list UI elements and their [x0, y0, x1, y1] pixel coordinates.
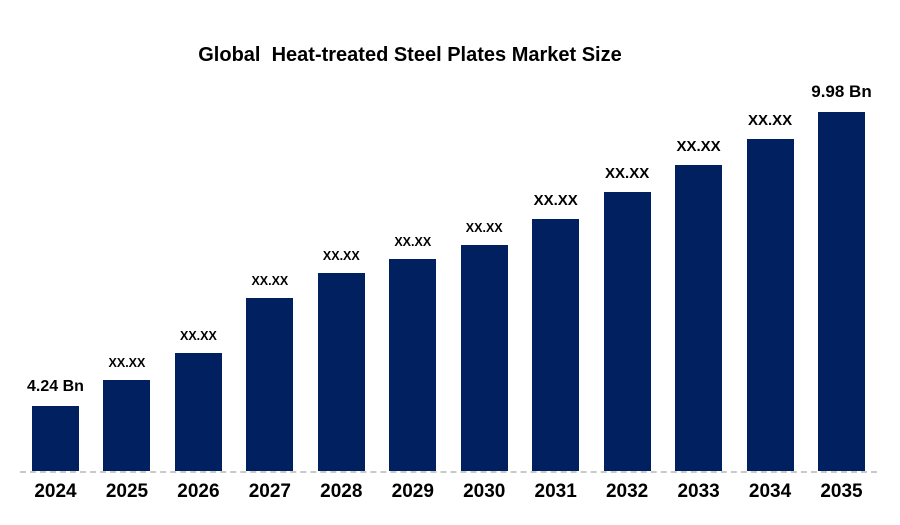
- bar-value-label: XX.XX: [394, 235, 432, 249]
- bar-2030: [460, 245, 508, 471]
- bar-value-label: XX.XX: [533, 192, 578, 209]
- bar-value-label: 9.98 Bn: [811, 82, 872, 101]
- x-tick-2032: 2032: [605, 481, 649, 502]
- bar-value-label: XX.XX: [747, 112, 793, 129]
- chart-title: Global Heat-treated Steel Plates Market …: [198, 44, 622, 66]
- x-tick-2025: 2025: [105, 481, 149, 502]
- bar-value-label: XX.XX: [676, 138, 721, 155]
- bar-group-2027: XX.XX: [234, 274, 305, 471]
- x-tick-2026: 2026: [177, 481, 220, 502]
- x-axis-line: [20, 471, 877, 473]
- x-tick-2033: 2033: [677, 481, 720, 502]
- bar-value-label: XX.XX: [179, 329, 217, 343]
- bar-2024: [32, 406, 79, 471]
- x-tick-2028: 2028: [320, 481, 363, 502]
- bar-value-label: XX.XX: [251, 274, 289, 288]
- bar-2028: [317, 273, 365, 471]
- x-tick-2035: 2035: [820, 481, 863, 502]
- bar-2034: [746, 139, 794, 471]
- bar-2029: [389, 259, 437, 471]
- bar-group-2033: XX.XX: [663, 138, 734, 471]
- bar-2025: [103, 380, 151, 471]
- x-tick-2031: 2031: [534, 481, 577, 502]
- bar-value-label: 4.24 Bn: [27, 378, 84, 395]
- x-axis-labels: 2024 2025 2026 2027 2028 2029 2030 2031 …: [20, 481, 877, 503]
- bar-group-2026: XX.XX: [163, 329, 234, 471]
- bar-2031: [532, 219, 580, 471]
- bar-group-2028: XX.XX: [306, 249, 377, 471]
- bar-2032: [603, 192, 651, 471]
- x-tick-2034: 2034: [748, 481, 792, 502]
- bar-group-2032: XX.XX: [592, 165, 663, 471]
- bar-group-2024: 4.24 Bn: [20, 378, 91, 471]
- bar-group-2035: 9.98 Bn: [806, 82, 877, 471]
- bar-2026: [174, 353, 222, 471]
- bar-2027: [246, 298, 294, 471]
- bars-area: 4.24 Bn XX.XX XX.XX XX.XX XX.XX XX.XX XX…: [20, 0, 877, 471]
- x-tick-2024: 2024: [34, 481, 77, 502]
- bar-value-label: XX.XX: [605, 165, 650, 182]
- bar-value-label: XX.XX: [322, 249, 360, 263]
- x-tick-2027: 2027: [248, 481, 291, 502]
- bar-group-2031: XX.XX: [520, 192, 591, 471]
- bar-value-label: XX.XX: [108, 356, 146, 370]
- bar-2033: [675, 165, 723, 471]
- x-tick-2029: 2029: [391, 481, 434, 502]
- x-tick-2030: 2030: [463, 481, 506, 502]
- bar-value-label: XX.XX: [465, 221, 503, 235]
- bar-group-2030: XX.XX: [449, 221, 520, 471]
- bar-group-2025: XX.XX: [91, 356, 162, 471]
- bar-group-2029: XX.XX: [377, 235, 448, 471]
- bar-group-2034: XX.XX: [735, 112, 806, 471]
- bar-2035: [817, 112, 865, 471]
